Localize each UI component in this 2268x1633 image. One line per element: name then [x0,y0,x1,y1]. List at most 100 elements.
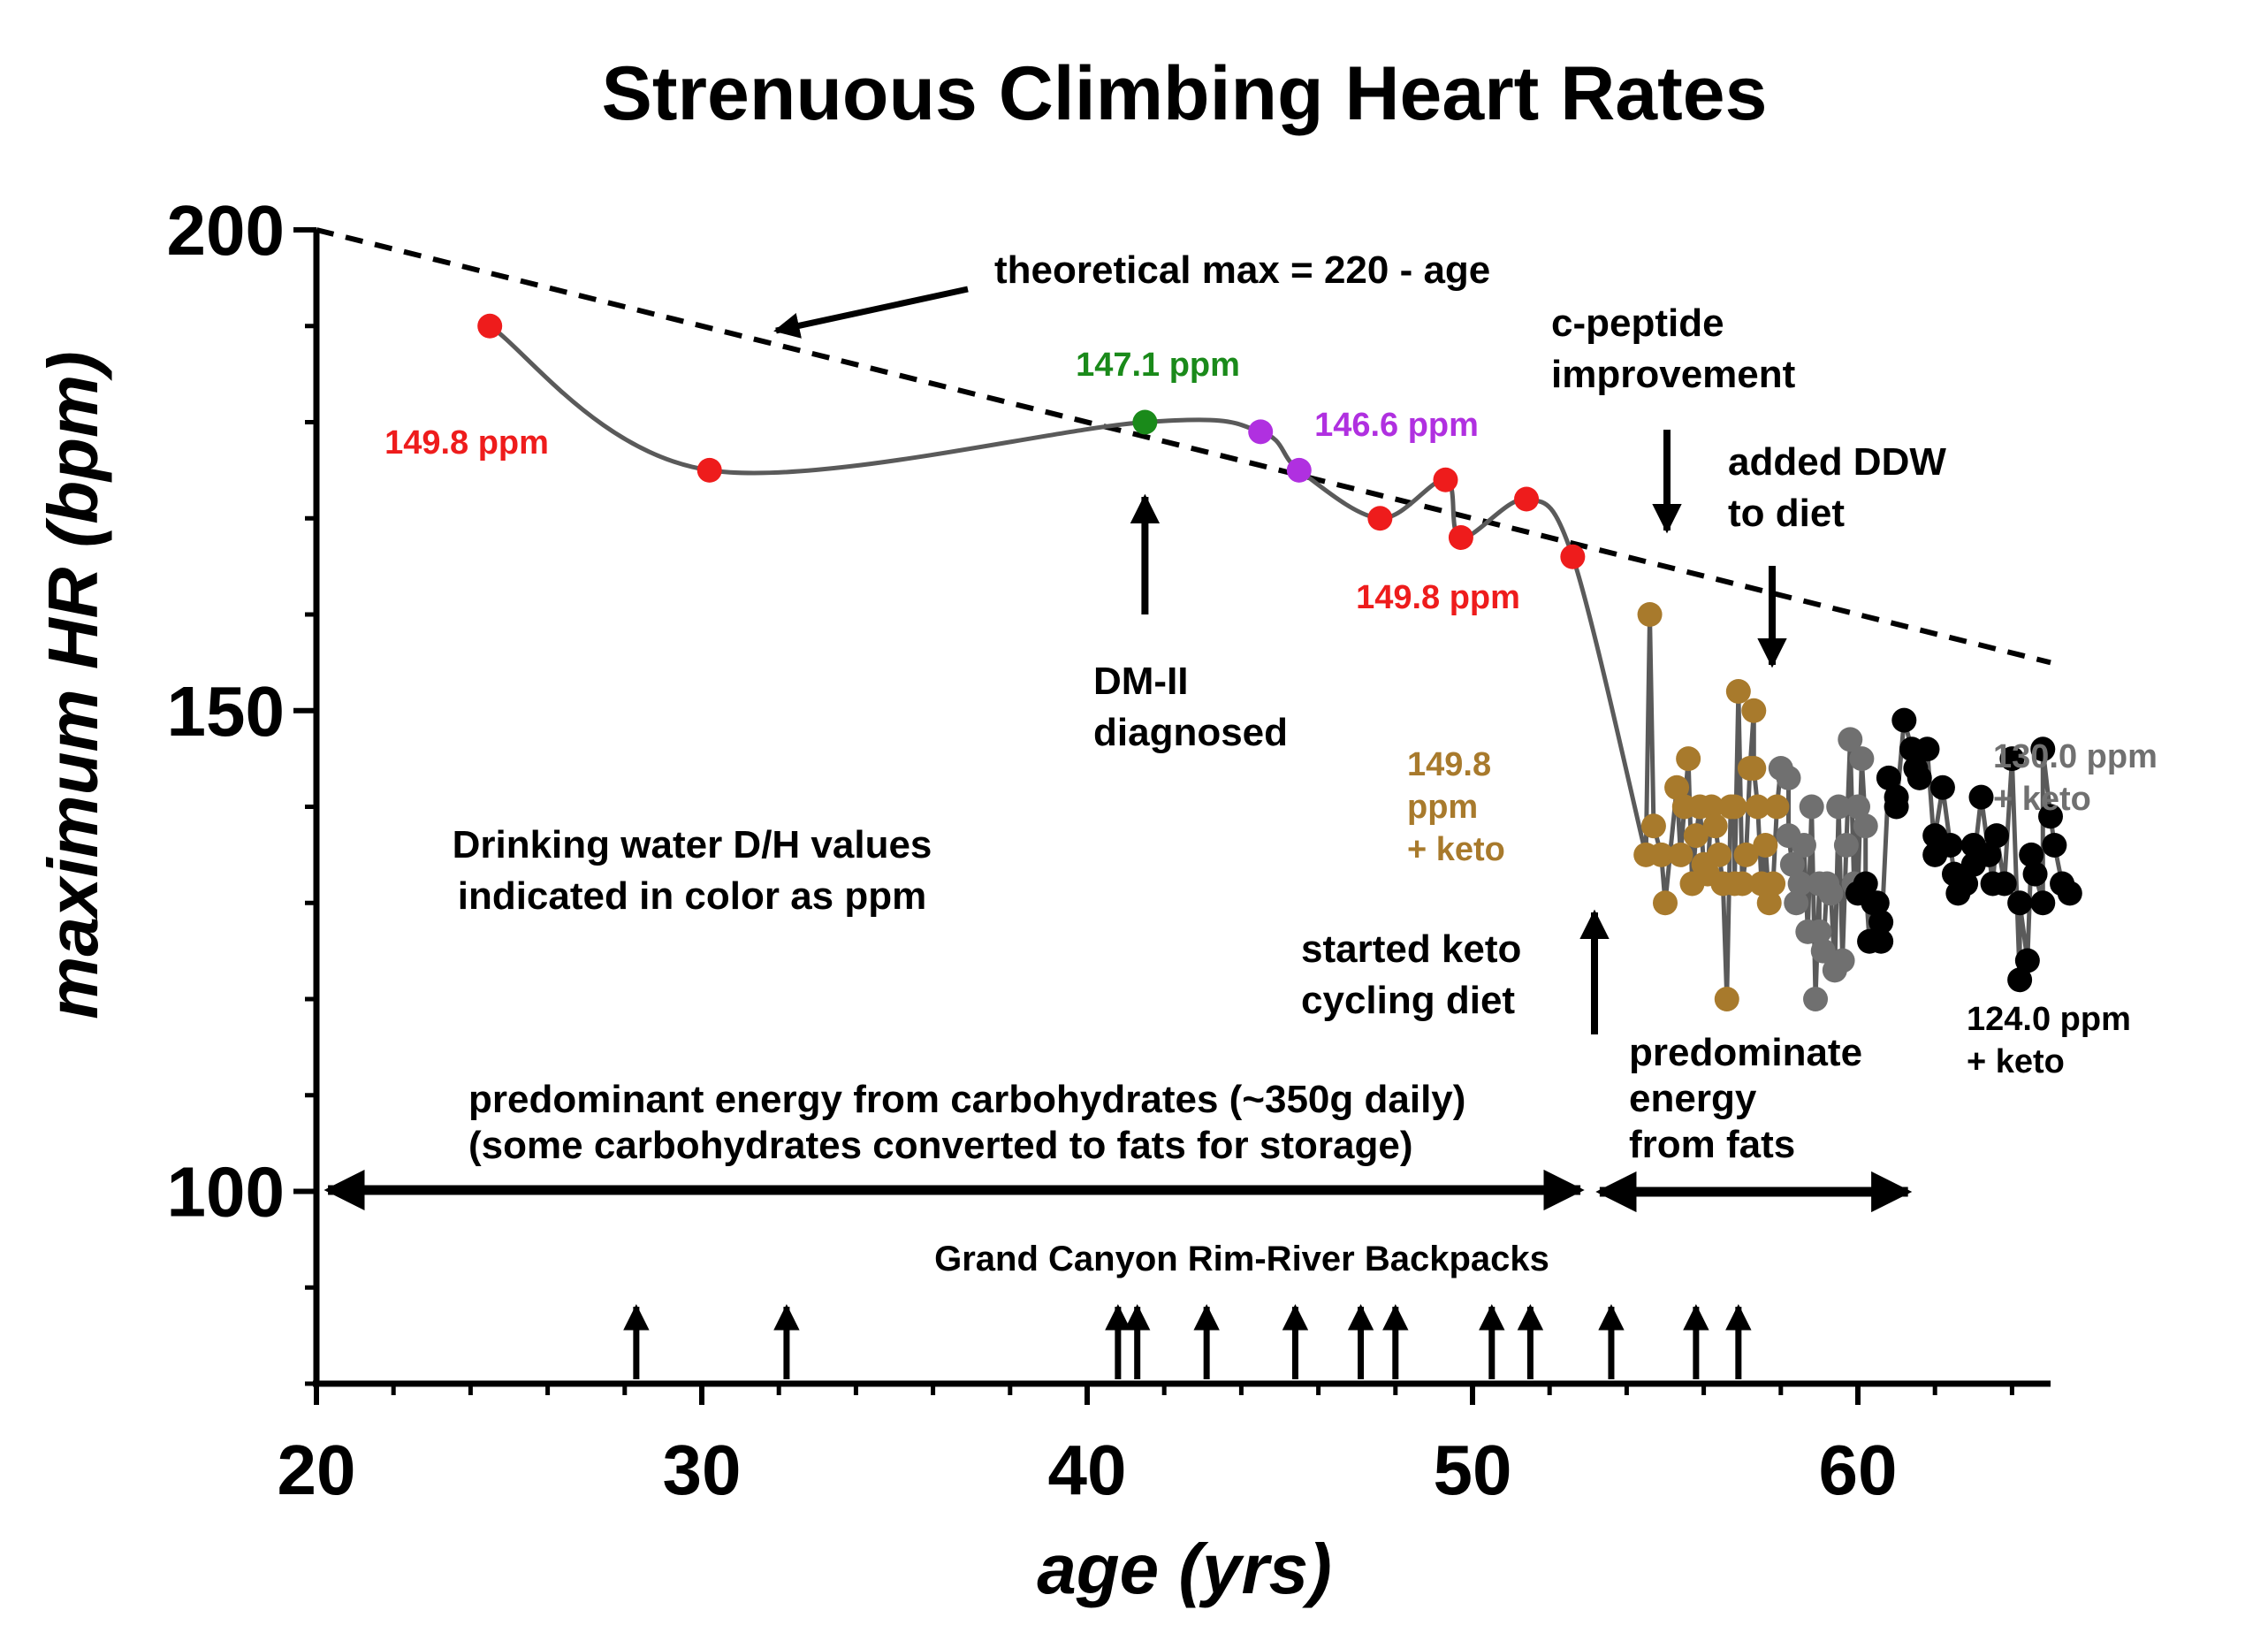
red-point [1367,506,1393,531]
brown-point [1707,842,1732,867]
dm-ii-label: DM-II [1093,660,1189,703]
added-ddw-label: added DDW [1728,440,1946,484]
gray-point [1784,890,1809,916]
gray-point [1799,794,1824,820]
x-tick-label: 50 [1434,1431,1512,1509]
black-point [1980,871,2005,897]
added-ddw-label: to diet [1728,492,1845,535]
brown-point [1640,813,1666,839]
ppm-green-label: 147.1 ppm [1076,347,1240,384]
black-point [1868,928,1894,954]
black-point [1891,707,1917,733]
x-axis-title: age (yrs) [1037,1530,1331,1608]
brown-point [1664,775,1690,800]
c-peptide-label: c-peptide [1551,301,1724,345]
theoretical-max-label: theoretical max = 220 - age [994,248,1490,292]
black-point [2007,967,2033,993]
brown-point [1725,679,1751,704]
black-point [2022,861,2048,887]
fats-label: from fats [1629,1123,1795,1166]
reference-line [316,227,2051,666]
gray-point [1776,765,1801,790]
c-peptide-label: improvement [1551,353,1796,396]
ppm-purple-label: 146.6 ppm [1314,407,1479,444]
purple-point [1248,419,1274,445]
trend-curve-early [488,324,1648,856]
y-tick-label: 150 [167,672,285,751]
gray-point [1838,727,1863,752]
black-point [1914,736,1940,762]
black-point [1942,861,1967,887]
x-tick-label: 20 [278,1431,356,1509]
black-point [1960,851,1986,877]
black-point [1983,823,2009,849]
dm-ii-label: diagnosed [1093,711,1288,754]
black-point [2038,804,2063,829]
black-point [1903,756,1929,781]
brown-point [1683,823,1709,849]
black-point [1853,871,1878,897]
started-keto-label: cycling diet [1301,979,1515,1022]
black-point [1864,890,1890,916]
brown-point [1668,842,1693,867]
ppm-brown-label: + keto [1407,831,1505,868]
brown-point [1676,746,1701,772]
gray-point [1810,938,1836,964]
ppm-black-label: + keto [1967,1043,2065,1080]
ppm-gray-label: + keto [1993,781,2091,818]
axes: 20 30 40 50 60 100 150 200 [167,191,2051,1509]
gray-point [1826,794,1852,820]
brown-point [1722,794,1747,820]
red-point [477,313,503,339]
brown-point [1714,987,1739,1011]
brown-point [1653,890,1678,916]
gray-point [1833,833,1859,858]
gray-point [1776,823,1801,849]
brown-point [1699,794,1724,820]
ppm-red-left-label: 149.8 ppm [384,424,549,462]
chart-title: Strenuous Climbing Heart Rates [602,51,1768,136]
black-point [1922,823,1948,849]
gray-point [1807,919,1832,944]
black-point [1999,746,2025,772]
black-point [1884,794,1909,820]
purple-point [1286,457,1312,483]
ppm-red-mid-label: 149.8 ppm [1356,579,1520,616]
gray-point [1803,987,1829,1011]
red-point [1560,544,1586,569]
gray-point [1818,881,1844,906]
brown-point [1741,756,1767,781]
gray-point [1787,871,1813,897]
grand-canyon-label: Grand Canyon Rim-River Backpacks [934,1240,1549,1278]
brown-point [1733,842,1759,867]
y-tick-label: 200 [167,191,285,270]
theoretical-max-line [316,227,2051,666]
brown-point [1648,842,1674,867]
brown-point [1761,871,1786,897]
annotations: theoretical max = 220 - age c-peptide impr… [323,248,2158,1379]
fats-label: predominate [1629,1031,1862,1074]
carbohydrates-label: (some carbohydrates converted to fats fo… [468,1124,1412,1167]
black-point [2057,881,2082,906]
gray-point [1853,813,1878,839]
green-point [1132,409,1158,435]
red-point [1448,525,1473,550]
gray-point [1830,948,1855,973]
carbohydrates-label: predominant energy from carbohydrates (~… [468,1078,1465,1121]
y-tick-label: 100 [167,1153,285,1232]
brown-point [1741,698,1767,723]
ppm-gray-label: 130.0 ppm [1993,738,2158,775]
black-point [1868,910,1894,935]
brown-point [1756,890,1782,916]
black-point [2007,890,2033,916]
data-points [477,313,2082,1011]
black-point [2030,736,2056,762]
brown-point [1764,794,1790,820]
black-point [1876,765,1901,790]
started-keto-label: started keto [1301,927,1521,971]
brown-point [1722,871,1747,897]
black-point [2019,842,2044,867]
red-point [1514,486,1540,512]
black-point [2014,948,2040,973]
ppm-brown-label: 149.8 [1407,746,1491,783]
